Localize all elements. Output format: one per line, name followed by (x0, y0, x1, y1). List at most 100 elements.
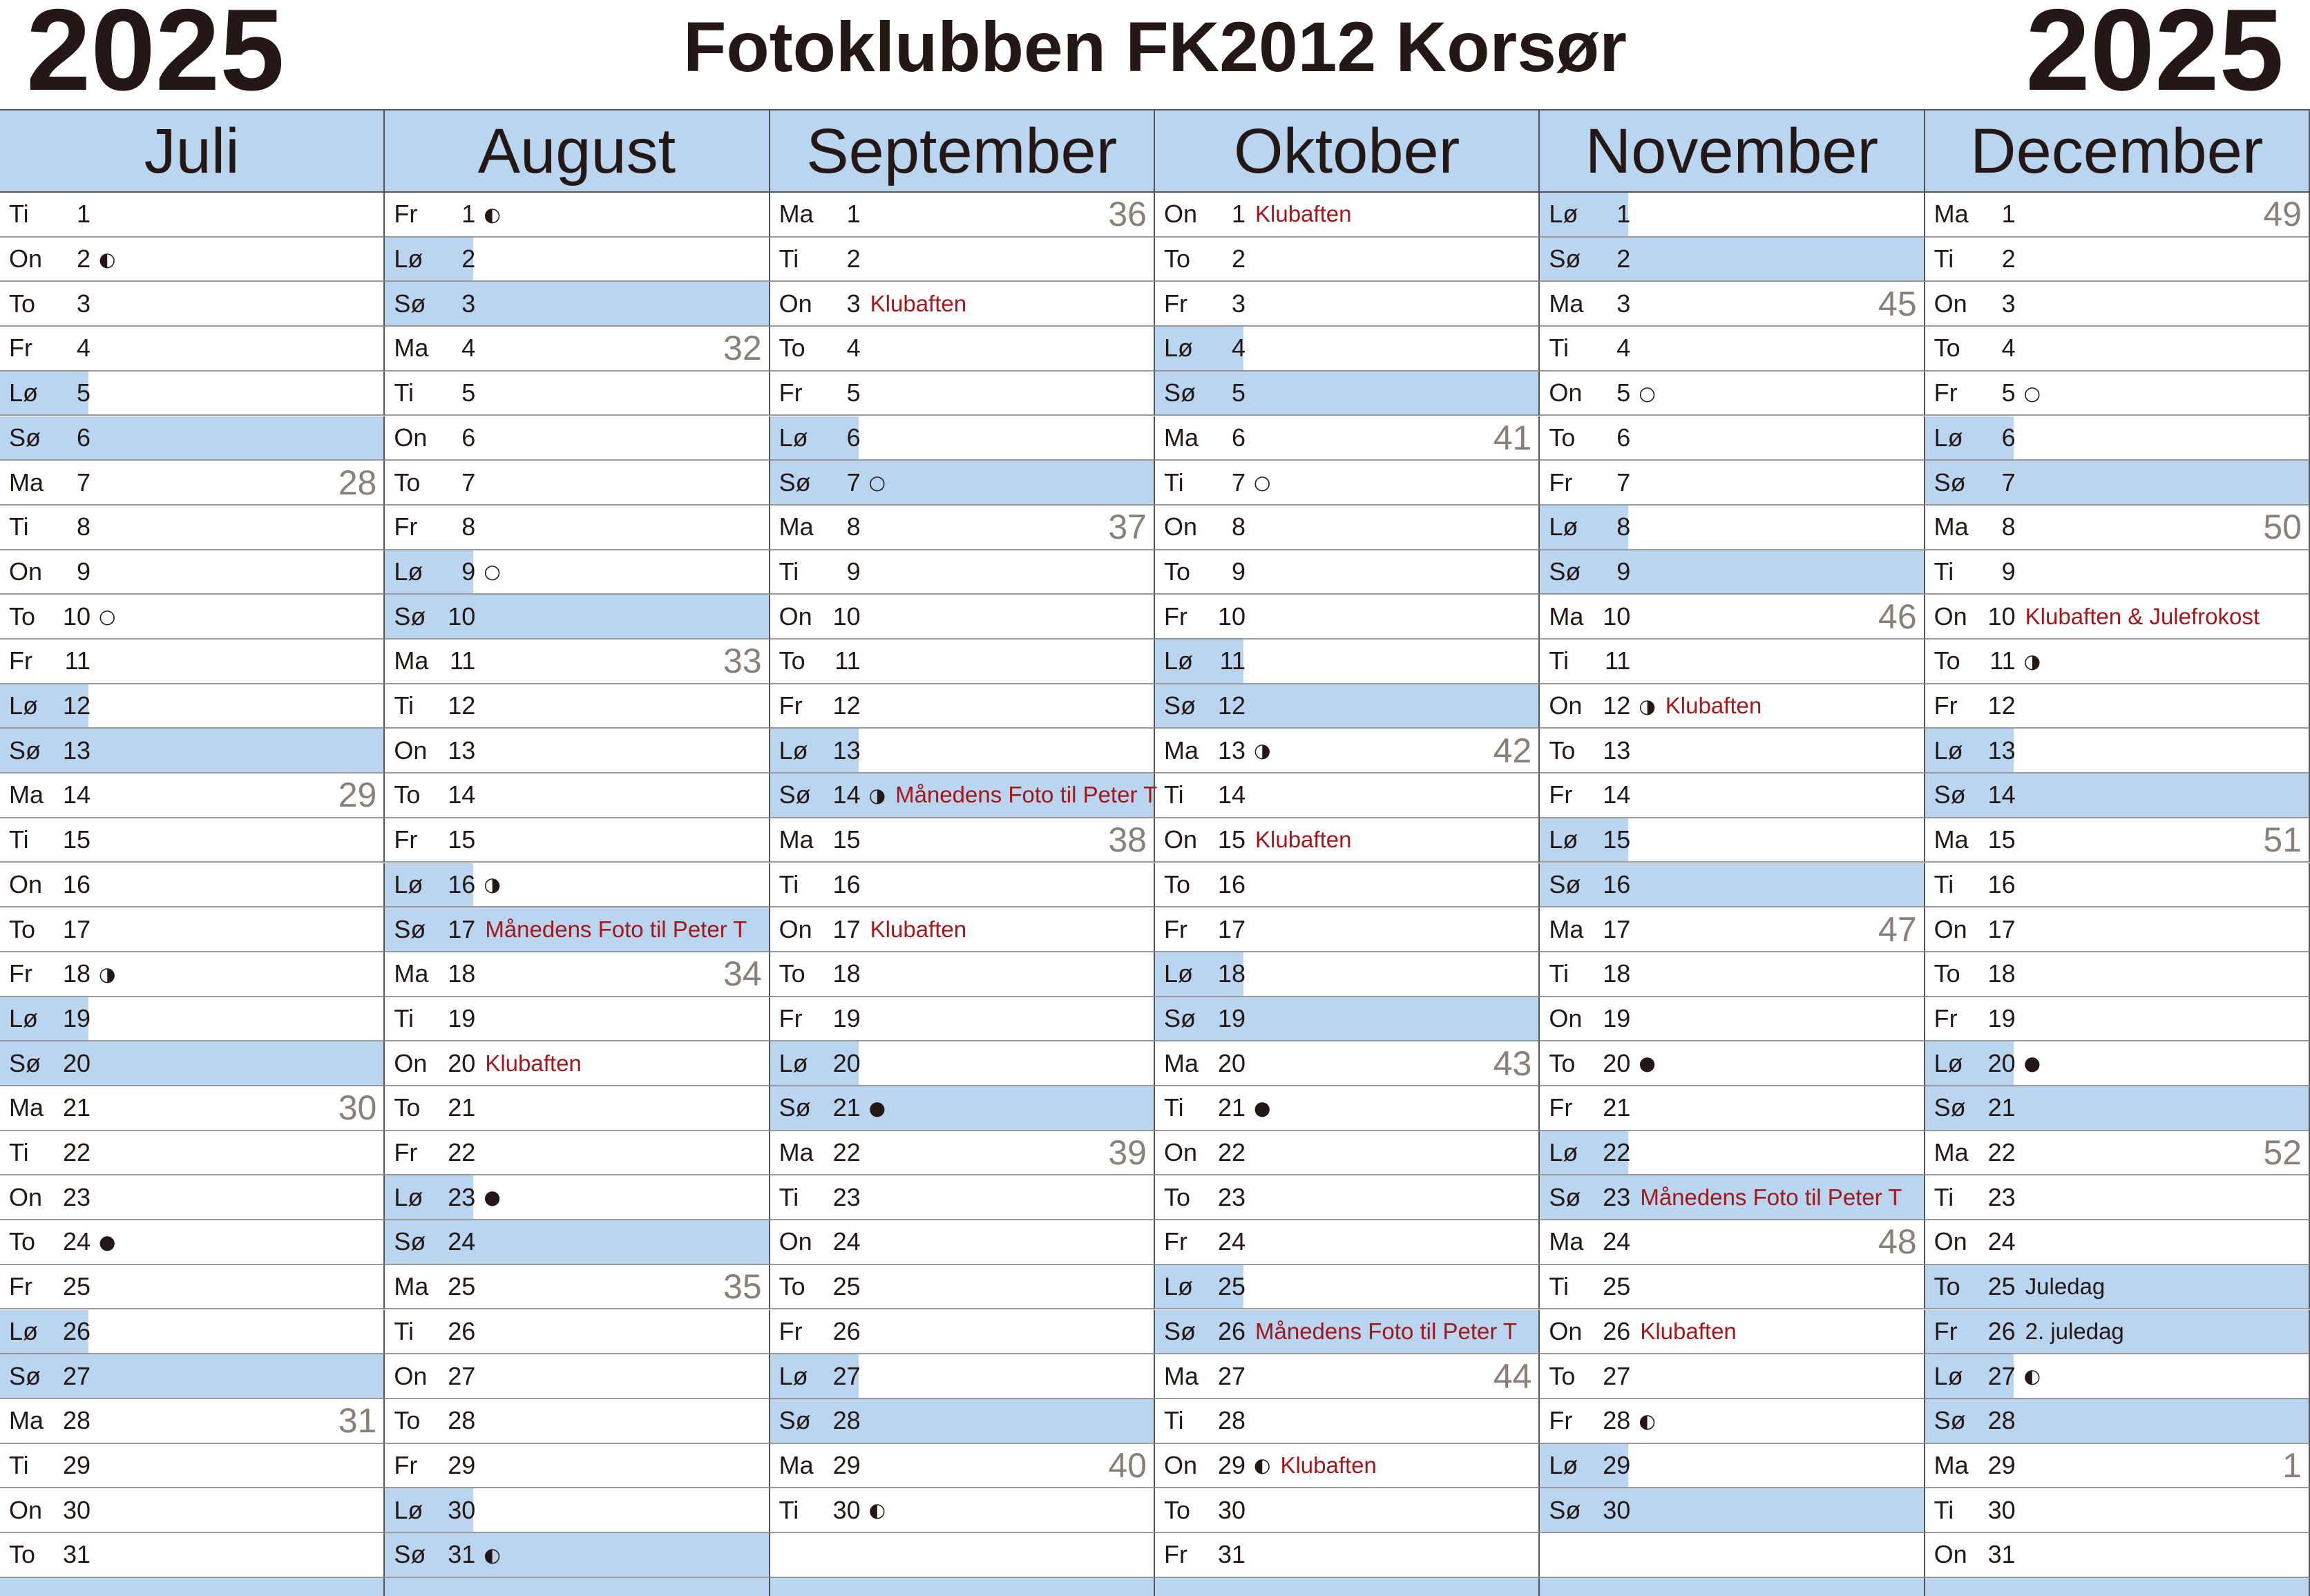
day-row: Ti 25 (1540, 1265, 1925, 1310)
day-number: 9 (846, 557, 861, 586)
weekday: Fr (779, 1003, 803, 1032)
day-number: 10 (1987, 602, 2016, 631)
day-number: 21 (62, 1093, 90, 1122)
day-content: Ti 14 (1164, 773, 1245, 817)
day-number: 21 (832, 1093, 861, 1122)
day-row: To 16 (1155, 863, 1540, 908)
weekday: On (394, 423, 428, 452)
day-content: On 1 Klubaften (1164, 193, 1351, 236)
day-number: 25 (1603, 1272, 1631, 1301)
day-row: Ma 1 36 (770, 193, 1155, 238)
day-content: Ma 8 (779, 506, 861, 549)
shade (1540, 237, 1924, 281)
day-content: On 24 (779, 1220, 861, 1264)
weekday: Ma (1164, 423, 1199, 452)
day-row: Fr 3 (1155, 282, 1540, 327)
day-number: 11 (449, 646, 476, 675)
bottom-strip (1155, 1577, 1540, 1596)
weekday: Sø (1164, 1003, 1196, 1032)
moon-phase: ● (868, 1096, 886, 1119)
weekday: On (1164, 200, 1198, 229)
day-content: Ti 16 (1934, 863, 2016, 907)
day-row: Fr 18 ◑ (0, 952, 385, 997)
shade (1155, 640, 1243, 683)
day-content: Ti 1 (9, 193, 90, 236)
day-row: Fr 11 (0, 640, 385, 684)
day-number: 30 (448, 1495, 476, 1524)
day-number: 25 (1217, 1272, 1245, 1301)
day-number: 22 (62, 1138, 90, 1167)
day-content: Sø 24 (394, 1220, 475, 1264)
day-number: 31 (1987, 1540, 2016, 1569)
weekday: Fr (1934, 691, 1958, 720)
weekday: Fr (1549, 780, 1573, 809)
day-content: On 23 (9, 1175, 90, 1219)
weekday: To (1934, 334, 1960, 363)
week-number: 48 (1878, 1222, 1917, 1262)
shade (385, 1488, 474, 1532)
day-number: 29 (1987, 1450, 2016, 1479)
shade (770, 1041, 859, 1085)
weekday: To (779, 646, 805, 675)
day-row: Sø 7 (1925, 461, 2310, 506)
week-number: 29 (338, 776, 377, 815)
weekday: Ti (394, 1003, 414, 1032)
weekday: Sø (1934, 1093, 1966, 1122)
day-number: 1 (1616, 200, 1631, 229)
shade (0, 729, 384, 773)
day-row: Fr 22 (385, 1131, 770, 1176)
day-number: 11 (1989, 646, 2016, 675)
day-number: 6 (2001, 423, 2016, 452)
day-number: 25 (1987, 1272, 2016, 1301)
shade (1155, 371, 1539, 415)
day-content: Lø 11 (1164, 640, 1245, 683)
day-content: To 17 (9, 907, 90, 951)
day-content: Fr 14 (1549, 773, 1630, 817)
day-content: Ti 25 (1549, 1265, 1630, 1309)
week-number: 28 (338, 463, 377, 502)
weekday: To (394, 468, 421, 497)
day-row: To 18 (1925, 952, 2310, 997)
day-content: Lø 30 (394, 1488, 475, 1532)
week-number: 32 (723, 329, 762, 368)
day-row: Ma 10 46 (1540, 595, 1925, 640)
day-row: To 25 (770, 1265, 1155, 1310)
day-number: 5 (2001, 378, 2016, 407)
weekday: To (1164, 869, 1191, 898)
day-number: 2 (76, 244, 90, 273)
month-column: Oktober On 1 Klubaften To 2 Fr 3 Lø 4 Sø 5 Ma 6 41 Ti 7 ○… (1155, 110, 1540, 1596)
day-row: Fr 8 (385, 505, 770, 550)
day-row: Ti 30 (1925, 1488, 2310, 1533)
day-number: 11 (1219, 646, 1245, 675)
day-row: Ti 19 (385, 997, 770, 1042)
weekday: Sø (9, 1048, 41, 1077)
day-content: Ti 30 (1934, 1488, 2016, 1532)
day-row: On 29 ◐ Klubaften (1155, 1443, 1540, 1489)
day-number: 7 (1616, 468, 1631, 497)
shade (1925, 416, 2014, 460)
day-row: Sø 7 ○ (770, 461, 1155, 506)
weekday: Sø (1934, 1406, 1966, 1435)
day-number: 31 (448, 1540, 476, 1569)
day-content: Lø 12 (9, 684, 90, 728)
day-content: Sø 10 (394, 595, 475, 638)
weekday: On (1934, 289, 1967, 318)
day-row: To 13 (1540, 729, 1925, 774)
day-content: Ti 8 (9, 506, 90, 549)
day-number: 7 (846, 468, 861, 497)
day-number: 17 (1603, 914, 1631, 943)
day-content: Fr 3 (1164, 282, 1245, 325)
day-row: Fr 21 (1540, 1086, 1925, 1131)
day-number: 21 (1217, 1093, 1245, 1122)
day-row: Ti 29 (0, 1443, 385, 1489)
week-number: 50 (2263, 508, 2302, 547)
day-row: Ma 27 44 (1155, 1354, 1540, 1399)
week-number: 38 (1108, 820, 1147, 860)
day-row: Ti 23 (1925, 1175, 2310, 1221)
day-number: 20 (1987, 1048, 2016, 1077)
day-number: 29 (62, 1450, 90, 1479)
day-row: Fr 4 (0, 327, 385, 372)
day-number: 21 (448, 1093, 476, 1122)
day-number: 23 (62, 1182, 90, 1211)
day-number: 13 (448, 735, 476, 765)
